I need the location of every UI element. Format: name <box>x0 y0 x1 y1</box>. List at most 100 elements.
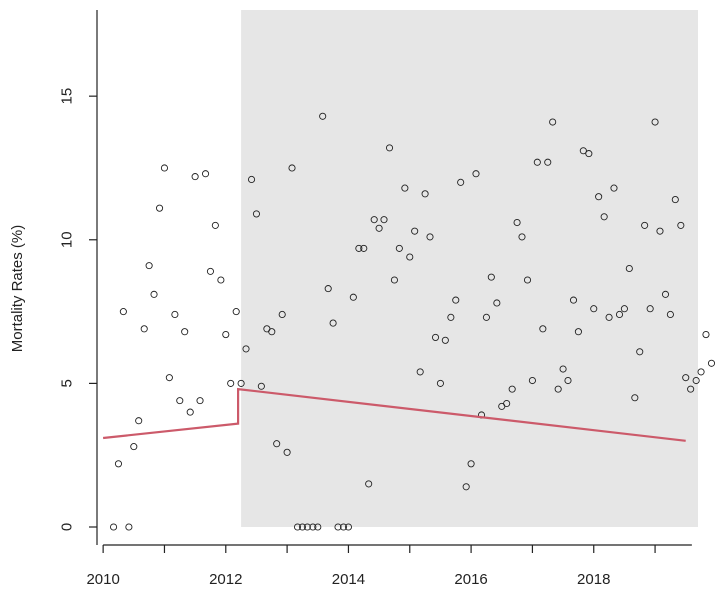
data-point <box>421 190 429 198</box>
data-point <box>656 227 664 235</box>
data-point <box>447 313 455 321</box>
data-point <box>661 290 670 298</box>
data-point <box>666 310 674 319</box>
data-point <box>114 460 123 468</box>
data-point <box>671 196 679 204</box>
data-point <box>196 397 204 405</box>
y-tick-label: 5 <box>59 379 76 387</box>
data-point <box>641 221 649 229</box>
data-point <box>309 523 317 531</box>
data-point <box>467 460 475 468</box>
data-point <box>334 523 342 531</box>
data-point <box>298 523 306 531</box>
data-point <box>574 328 582 336</box>
data-point <box>569 296 578 304</box>
data-point <box>314 523 322 531</box>
data-point <box>191 173 199 181</box>
x-tick-label: 2014 <box>332 571 365 588</box>
shaded-region <box>241 10 698 527</box>
data-point <box>590 305 598 313</box>
data-point <box>595 193 603 201</box>
y-tick-label: 10 <box>59 231 76 248</box>
data-point <box>176 397 184 405</box>
data-point <box>252 210 260 218</box>
data-point <box>544 158 552 166</box>
data-point <box>288 164 296 172</box>
data-point <box>554 385 562 393</box>
data-point <box>186 408 194 416</box>
x-ticks: 2010 2012 2014 2016 2018 <box>86 545 656 588</box>
data-point <box>110 523 118 531</box>
data-point <box>426 233 434 241</box>
data-point <box>324 285 332 293</box>
data-point <box>406 253 414 261</box>
data-point <box>156 204 164 212</box>
data-point <box>160 164 169 172</box>
data-point <box>518 233 526 241</box>
data-point <box>416 368 424 376</box>
data-point <box>431 333 440 341</box>
data-point <box>201 170 210 178</box>
data-point <box>585 150 593 158</box>
data-point <box>257 382 265 390</box>
data-point <box>283 448 291 456</box>
data-point <box>508 385 516 393</box>
data-point <box>140 325 148 333</box>
points-layer <box>110 112 716 531</box>
data-point <box>278 310 286 319</box>
y-tick-label: 0 <box>59 523 76 531</box>
data-point <box>344 523 352 531</box>
data-point <box>610 184 618 192</box>
data-point <box>145 262 153 270</box>
data-point <box>620 305 628 313</box>
data-point <box>493 299 501 307</box>
data-point <box>303 523 311 531</box>
data-point <box>150 290 158 298</box>
data-point <box>130 443 138 451</box>
data-point <box>564 376 572 385</box>
data-point <box>636 348 644 356</box>
data-point <box>268 328 276 336</box>
trend-line <box>102 387 686 442</box>
data-point <box>247 175 256 184</box>
data-point <box>549 118 557 126</box>
data-point <box>707 359 716 367</box>
data-point <box>135 417 143 425</box>
y-axis-title: Mortality Rates (%) <box>9 225 26 353</box>
data-point <box>579 147 587 155</box>
data-point <box>646 305 654 313</box>
data-point <box>615 310 624 319</box>
data-point <box>237 379 245 387</box>
data-point <box>697 368 705 376</box>
data-point <box>631 394 639 402</box>
y-tick-label: 15 <box>59 88 76 105</box>
x-tick-label: 2018 <box>577 571 610 588</box>
data-point <box>165 374 173 382</box>
data-point <box>682 374 690 382</box>
x-tick-label: 2016 <box>454 571 487 588</box>
data-point <box>222 331 230 339</box>
data-point <box>513 218 521 227</box>
data-point <box>273 440 281 448</box>
data-point <box>677 221 685 229</box>
data-point <box>319 112 327 120</box>
data-point <box>365 480 373 488</box>
trend-layer <box>102 387 686 442</box>
data-point <box>605 313 613 321</box>
data-point <box>119 308 127 316</box>
data-point <box>380 216 388 224</box>
data-point <box>227 379 235 387</box>
data-point <box>339 523 348 531</box>
data-point <box>217 276 225 284</box>
data-point <box>528 376 536 385</box>
data-point <box>181 328 189 336</box>
data-point <box>171 310 179 319</box>
data-point <box>385 144 394 152</box>
data-point <box>349 293 357 301</box>
data-point <box>600 213 608 221</box>
data-point <box>452 296 460 304</box>
data-point <box>702 331 710 339</box>
data-point <box>687 385 695 393</box>
data-point <box>395 244 403 252</box>
data-point <box>411 227 419 235</box>
